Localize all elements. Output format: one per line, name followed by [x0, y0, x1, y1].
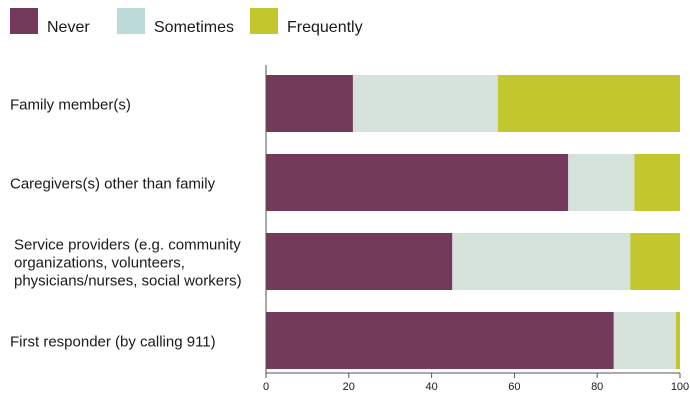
- bar-row-1: [266, 75, 680, 132]
- bar-segment-sometimes-2: [568, 154, 635, 211]
- category-label-4: First responder (by calling 911): [10, 334, 216, 351]
- bars: [266, 75, 680, 369]
- legend-item-frequently: Frequently: [250, 8, 363, 36]
- bar-segment-frequently-3: [630, 233, 680, 290]
- bar-segment-frequently-2: [634, 154, 680, 211]
- category-label-3-line-2: organizations, volunteers,: [14, 255, 185, 272]
- bar-segment-never-4: [266, 312, 614, 369]
- x-tick-label-0: 0: [263, 381, 269, 393]
- x-tick-label-40: 40: [425, 381, 437, 393]
- x-tick-label-80: 80: [591, 381, 603, 393]
- legend-item-never: Never: [10, 8, 90, 36]
- bar-segment-never-3: [266, 233, 453, 290]
- legend-item-sometimes: Sometimes: [117, 8, 234, 36]
- bar-segment-sometimes-1: [352, 75, 498, 132]
- category-labels: Family member(s) Caregivers(s) other than…: [10, 97, 242, 351]
- category-label-1: Family member(s): [10, 97, 131, 114]
- legend-label-sometimes: Sometimes: [154, 19, 234, 36]
- x-tick-label-60: 60: [508, 381, 520, 393]
- bar-segment-sometimes-4: [613, 312, 676, 369]
- x-tick-label-100: 100: [671, 381, 689, 393]
- bar-row-4: [266, 312, 680, 369]
- bar-row-2: [266, 154, 680, 211]
- bar-row-3: [266, 233, 680, 290]
- legend-swatch-sometimes: [117, 8, 145, 34]
- bar-segment-never-1: [266, 75, 353, 132]
- category-label-3-line-1: Service providers (e.g. community: [14, 237, 241, 254]
- bar-segment-frequently-1: [497, 75, 680, 132]
- x-tick-label-20: 20: [343, 381, 355, 393]
- legend-label-never: Never: [47, 19, 90, 36]
- legend: Never Sometimes Frequently: [10, 8, 363, 36]
- legend-swatch-never: [10, 8, 38, 34]
- category-label-2: Caregivers(s) other than family: [10, 176, 216, 193]
- legend-swatch-frequently: [250, 8, 278, 34]
- legend-label-frequently: Frequently: [287, 19, 363, 36]
- bar-segment-sometimes-3: [452, 233, 631, 290]
- bar-segment-never-2: [266, 154, 569, 211]
- category-label-3-line-3: physicians/nurses, social workers): [14, 273, 242, 290]
- bar-segment-frequently-4: [675, 312, 680, 369]
- x-axis: 0 20 40 60 80 100: [263, 65, 689, 393]
